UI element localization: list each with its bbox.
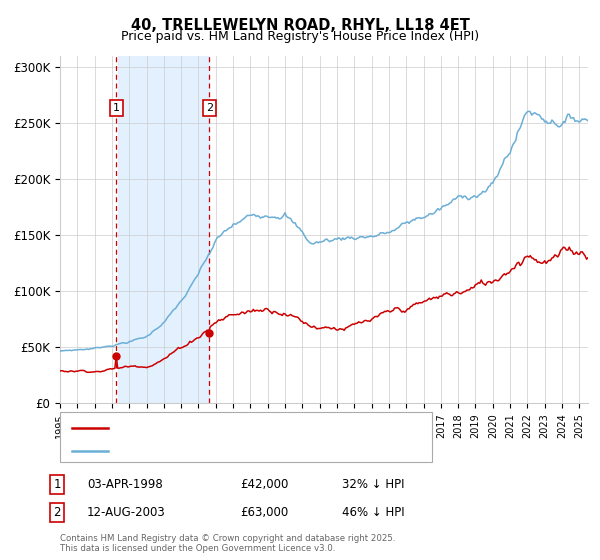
Text: 40, TRELLEWELYN ROAD, RHYL, LL18 4ET (detached house): 40, TRELLEWELYN ROAD, RHYL, LL18 4ET (de… <box>114 423 423 433</box>
Text: 03-APR-1998: 03-APR-1998 <box>87 478 163 491</box>
Text: Contains HM Land Registry data © Crown copyright and database right 2025.
This d: Contains HM Land Registry data © Crown c… <box>60 534 395 553</box>
Text: 32% ↓ HPI: 32% ↓ HPI <box>342 478 404 491</box>
Text: 1: 1 <box>53 478 61 491</box>
Text: 1: 1 <box>113 103 120 113</box>
Text: £42,000: £42,000 <box>240 478 289 491</box>
Text: 46% ↓ HPI: 46% ↓ HPI <box>342 506 404 519</box>
Text: 12-AUG-2003: 12-AUG-2003 <box>87 506 166 519</box>
Text: HPI: Average price, detached house, Denbighshire: HPI: Average price, detached house, Denb… <box>114 446 376 456</box>
Text: 2: 2 <box>206 103 213 113</box>
Text: 40, TRELLEWELYN ROAD, RHYL, LL18 4ET: 40, TRELLEWELYN ROAD, RHYL, LL18 4ET <box>131 18 469 32</box>
Text: Price paid vs. HM Land Registry's House Price Index (HPI): Price paid vs. HM Land Registry's House … <box>121 30 479 43</box>
Text: £63,000: £63,000 <box>240 506 288 519</box>
Text: 2: 2 <box>53 506 61 519</box>
